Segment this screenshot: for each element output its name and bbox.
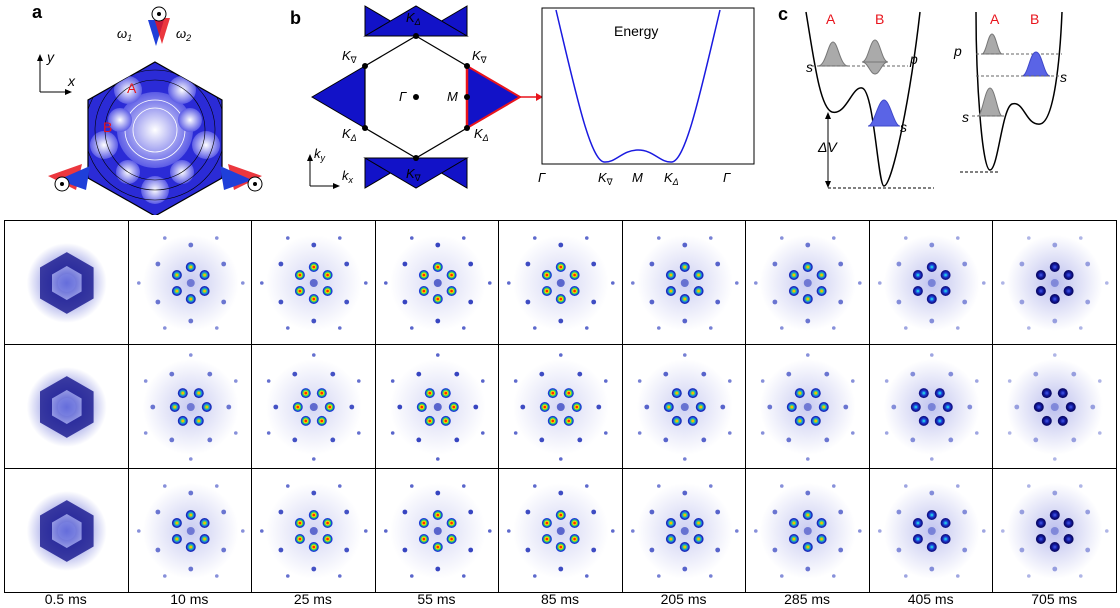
tof-image — [374, 344, 500, 469]
axis-kx-label: kx — [342, 168, 354, 185]
omega1-label: ω1 — [117, 26, 132, 43]
time-label: 0.5 ms — [44, 591, 87, 607]
time-label: 85 ms — [540, 591, 580, 607]
site-a-label: A — [127, 80, 137, 96]
k-nabla-bottom: K∇ — [406, 166, 422, 183]
tof-image — [621, 344, 747, 469]
tof-image — [868, 220, 994, 345]
omega2-label: ω2 — [176, 26, 191, 43]
time-label: 205 ms — [660, 591, 707, 607]
tof-image — [127, 344, 253, 469]
left-s-a: s — [806, 59, 813, 75]
left-site-a: A — [826, 11, 836, 27]
left-s-b: s — [900, 119, 907, 135]
tof-image — [992, 220, 1117, 345]
axis-ky-label: ky — [314, 146, 326, 163]
right-s-a: s — [962, 109, 969, 125]
panel-b-figure: KΔ K∇ K∇ KΔ KΔ K∇ Γ M ky kx Energy Γ K∇ … — [307, 5, 755, 189]
gamma-point-label: Γ — [399, 89, 407, 104]
brillouin-triangles — [311, 5, 522, 189]
right-s-b: s — [1060, 69, 1067, 85]
tof-image — [868, 468, 994, 593]
energy-xtick-gamma-1: Γ — [538, 170, 546, 185]
tof-image — [4, 220, 129, 345]
tof-image — [251, 468, 376, 593]
tof-image — [4, 468, 129, 593]
beam-right-blue — [220, 166, 252, 190]
left-p-b: p — [909, 51, 918, 67]
tof-image — [498, 468, 623, 593]
tof-image — [745, 220, 870, 345]
right-potential-curve — [975, 11, 1063, 171]
tof-image — [127, 220, 253, 345]
panel-c-letter: c — [778, 4, 789, 24]
tof-image — [745, 344, 870, 469]
tof-image — [992, 344, 1117, 469]
time-label: 55 ms — [417, 591, 456, 607]
tof-image — [127, 468, 253, 593]
right-p-a: p — [953, 43, 962, 59]
energy-xtick-gamma-2: Γ — [723, 170, 731, 185]
tof-image — [251, 220, 376, 345]
right-site-b: B — [1030, 11, 1039, 27]
left-site-b: B — [875, 11, 884, 27]
left-potential-curve — [805, 11, 921, 187]
tof-image — [745, 468, 870, 593]
time-label: 25 ms — [293, 591, 332, 607]
beam-left-blue — [58, 166, 90, 190]
tof-image — [251, 344, 376, 469]
energy-xtick-kdelta: KΔ — [664, 170, 679, 187]
panel-a-lattice-figure: A B y x ω1 ω2 — [37, 6, 263, 215]
axis-y-label: y — [46, 49, 55, 65]
k-delta-right-bottom: KΔ — [474, 126, 489, 143]
time-label: 405 ms — [907, 591, 954, 607]
energy-plot-frame — [541, 7, 755, 165]
energy-title: Energy — [614, 23, 658, 39]
time-label: 285 ms — [784, 591, 831, 607]
right-site-a: A — [990, 11, 1000, 27]
tof-image — [992, 468, 1117, 593]
tof-image — [374, 220, 500, 345]
k-delta-left-bottom: KΔ — [342, 126, 357, 143]
panel-c-figure: A B s p s ΔV A B p s s — [805, 11, 1067, 189]
beam-top-red — [154, 18, 170, 44]
tof-image — [4, 344, 129, 469]
k-nabla-right-top: K∇ — [472, 48, 488, 65]
tof-image — [498, 220, 623, 345]
tof-image — [621, 220, 747, 345]
panel-d-image-grid — [4, 220, 1117, 593]
site-b-label: B — [103, 119, 112, 135]
m-point-label: M — [447, 89, 458, 104]
k-delta-top: KΔ — [406, 10, 421, 27]
k-nabla-left-top: K∇ — [342, 48, 358, 65]
tof-image — [498, 344, 623, 469]
tof-image — [374, 468, 500, 593]
panel-b-letter: b — [290, 8, 301, 28]
delta-v-label: ΔV — [817, 139, 838, 155]
energy-xtick-knabla: K∇ — [598, 170, 614, 187]
energy-xtick-m: M — [632, 170, 643, 185]
tof-image — [868, 344, 994, 469]
time-label: 10 ms — [170, 591, 209, 607]
energy-band-curve — [555, 9, 721, 163]
tof-image — [621, 468, 747, 593]
panel-a-letter: a — [32, 2, 43, 22]
axis-x-label: x — [67, 73, 76, 89]
time-label: 705 ms — [1031, 591, 1078, 607]
